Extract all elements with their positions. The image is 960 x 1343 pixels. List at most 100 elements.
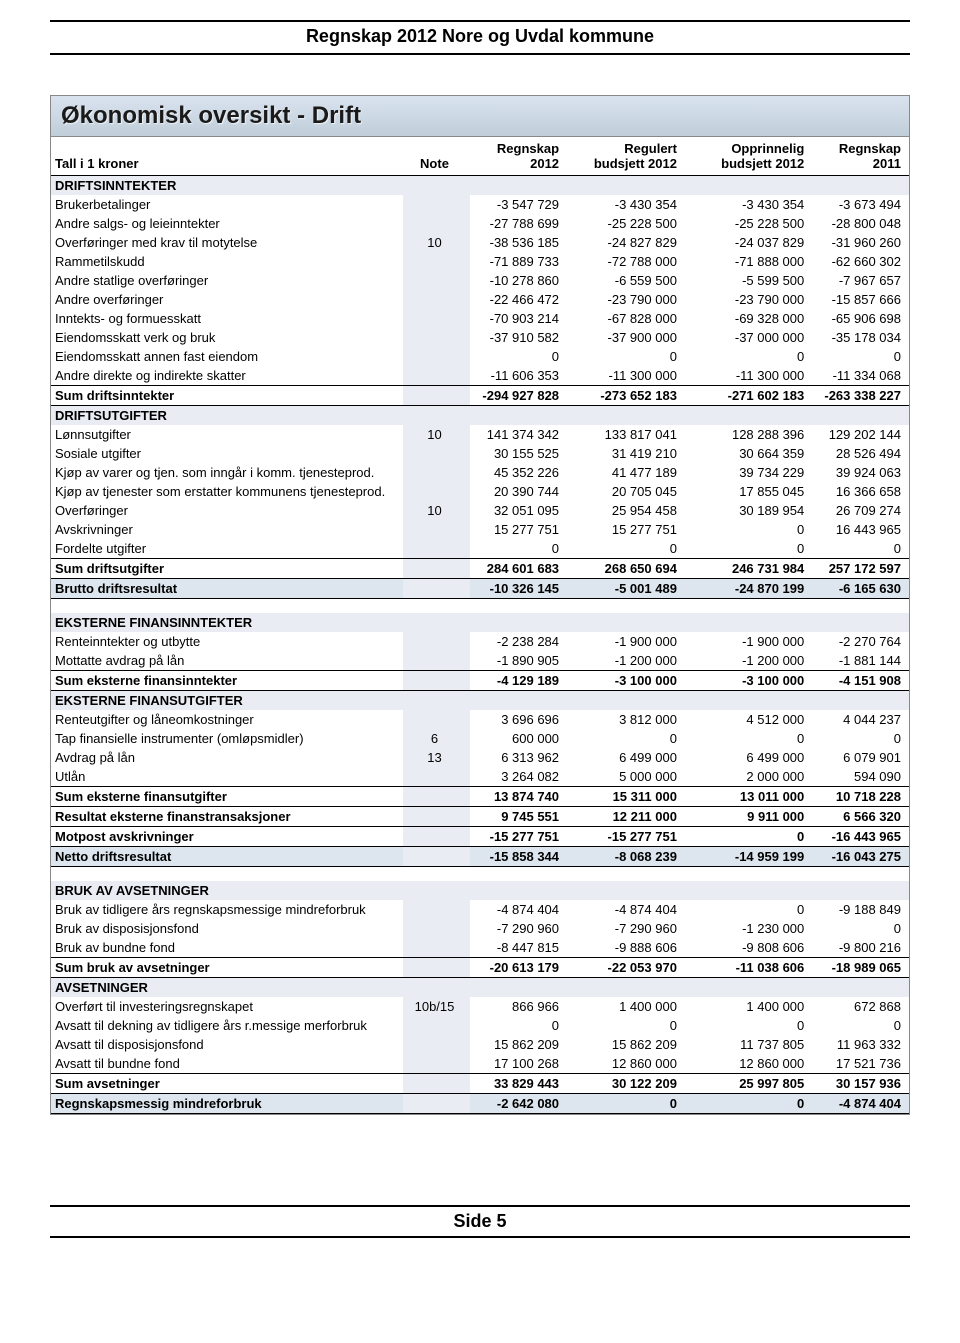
row-note (403, 767, 470, 787)
cell-value: 3 264 082 (470, 767, 567, 787)
cell-value: 6 499 000 (685, 748, 812, 767)
row-note (403, 482, 470, 501)
row-label: Sum driftsinntekter (51, 386, 403, 406)
row-label: Regnskapsmessig mindreforbruk (51, 1094, 403, 1114)
row-note (403, 900, 470, 919)
table-row: Bruk av bundne fond-8 447 815-9 888 606-… (51, 938, 909, 958)
cell-value: 10 718 228 (812, 787, 909, 807)
row-note (403, 807, 470, 827)
table-row: Brukerbetalinger-3 547 729-3 430 354-3 4… (51, 195, 909, 214)
table-row: Bruk av disposisjonsfond-7 290 960-7 290… (51, 919, 909, 938)
cell-value: -62 660 302 (812, 252, 909, 271)
table-row: Mottatte avdrag på lån-1 890 905-1 200 0… (51, 651, 909, 671)
row-note (403, 328, 470, 347)
table-row: Overføringer1032 051 09525 954 45830 189… (51, 501, 909, 520)
table-row: Netto driftsresultat-15 858 344-8 068 23… (51, 847, 909, 867)
cell-value: -7 290 960 (567, 919, 685, 938)
cell-value: 133 817 041 (567, 425, 685, 444)
cell-value: -72 788 000 (567, 252, 685, 271)
table-row: Fordelte utgifter0000 (51, 539, 909, 559)
cell-value: -1 900 000 (685, 632, 812, 651)
cell-value: -6 559 500 (567, 271, 685, 290)
row-note (403, 444, 470, 463)
table-row: Tap finansielle instrumenter (omløpsmidl… (51, 729, 909, 748)
row-label: Tap finansielle instrumenter (omløpsmidl… (51, 729, 403, 748)
section-label: BRUK AV AVSETNINGER (51, 881, 403, 900)
cell-value: -9 808 606 (685, 938, 812, 958)
cell-value: 12 860 000 (685, 1054, 812, 1074)
table-row: Avsatt til dekning av tidligere års r.me… (51, 1016, 909, 1035)
row-note (403, 539, 470, 559)
row-label: Bruk av disposisjonsfond (51, 919, 403, 938)
row-note (403, 710, 470, 729)
cell-value: -1 890 905 (470, 651, 567, 671)
cell-value: -22 053 970 (567, 958, 685, 978)
cell-value: -20 613 179 (470, 958, 567, 978)
cell-value: 0 (685, 827, 812, 847)
row-note (403, 386, 470, 406)
row-label: Brukerbetalinger (51, 195, 403, 214)
cell-value: 0 (812, 1016, 909, 1035)
table-row: Sum driftsinntekter-294 927 828-273 652 … (51, 386, 909, 406)
table-row: Lønnsutgifter10141 374 342133 817 041128… (51, 425, 909, 444)
cell-value: 128 288 396 (685, 425, 812, 444)
cell-value: 594 090 (812, 767, 909, 787)
table-row: Brutto driftsresultat-10 326 145-5 001 4… (51, 579, 909, 599)
cell-value: -70 903 214 (470, 309, 567, 328)
cell-value: -5 001 489 (567, 579, 685, 599)
row-note (403, 671, 470, 691)
cell-value: -4 129 189 (470, 671, 567, 691)
row-note (403, 938, 470, 958)
row-note: 6 (403, 729, 470, 748)
cell-value: -1 900 000 (567, 632, 685, 651)
cell-value: -3 547 729 (470, 195, 567, 214)
cell-value: 0 (812, 729, 909, 748)
cell-value: 15 862 209 (567, 1035, 685, 1054)
row-note (403, 309, 470, 328)
table-row: Eiendomsskatt annen fast eiendom0000 (51, 347, 909, 366)
row-note (403, 520, 470, 539)
cell-value: 12 211 000 (567, 807, 685, 827)
table-row: Andre statlige overføringer-10 278 860-6… (51, 271, 909, 290)
cell-value: -15 277 751 (567, 827, 685, 847)
cell-value: -11 300 000 (567, 366, 685, 386)
row-note: 10 (403, 425, 470, 444)
cell-value: -37 900 000 (567, 328, 685, 347)
table-row: EKSTERNE FINANSINNTEKTER (51, 613, 909, 632)
cell-value: -25 228 500 (567, 214, 685, 233)
panel-title: Økonomisk oversikt - Drift (51, 96, 909, 137)
page: Regnskap 2012 Nore og Uvdal kommune Økon… (0, 0, 960, 1278)
cell-value: -1 230 000 (685, 919, 812, 938)
cell-value: -37 910 582 (470, 328, 567, 347)
cell-value: 11 737 805 (685, 1035, 812, 1054)
page-footer: Side 5 (50, 1205, 910, 1238)
cell-value: 0 (812, 919, 909, 938)
table-row: Sum eksterne finansutgifter13 874 74015 … (51, 787, 909, 807)
cell-value: 2 000 000 (685, 767, 812, 787)
row-note (403, 827, 470, 847)
cell-value: -15 858 344 (470, 847, 567, 867)
row-note (403, 195, 470, 214)
cell-value: -38 536 185 (470, 233, 567, 252)
row-note (403, 1074, 470, 1094)
row-label: Avdrag på lån (51, 748, 403, 767)
row-label: Renteinntekter og utbytte (51, 632, 403, 651)
col-regnskap-2011: Regnskap 2011 (812, 137, 909, 176)
row-note (403, 847, 470, 867)
row-note: 10 (403, 233, 470, 252)
row-label: Sum avsetninger (51, 1074, 403, 1094)
cell-value: -3 430 354 (567, 195, 685, 214)
cell-value: 41 477 189 (567, 463, 685, 482)
cell-value: 0 (812, 539, 909, 559)
cell-value: -65 906 698 (812, 309, 909, 328)
row-label: Kjøp av varer og tjen. som inngår i komm… (51, 463, 403, 482)
row-label: Overføringer med krav til motytelse (51, 233, 403, 252)
row-label: Bruk av tidligere års regnskapsmessige m… (51, 900, 403, 919)
table-header-row: Tall i 1 kroner Note Regnskap 2012 Regul… (51, 137, 909, 176)
cell-value: 129 202 144 (812, 425, 909, 444)
cell-value: 1 400 000 (685, 997, 812, 1016)
cell-value: 25 954 458 (567, 501, 685, 520)
table-row: Avsatt til disposisjonsfond15 862 20915 … (51, 1035, 909, 1054)
cell-value: -7 967 657 (812, 271, 909, 290)
table-row: Sum driftsutgifter284 601 683268 650 694… (51, 559, 909, 579)
